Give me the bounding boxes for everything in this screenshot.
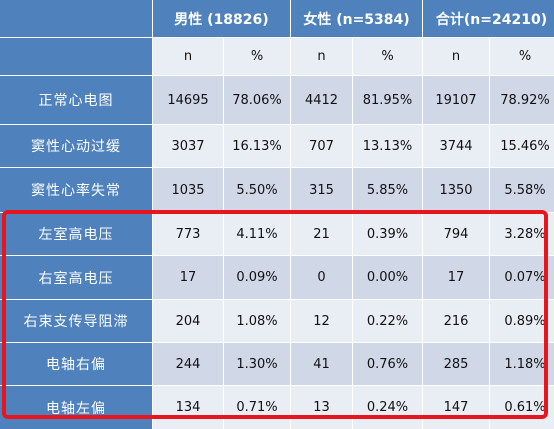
table-cell: 0.09%: [224, 256, 290, 299]
table-cell: 3037: [153, 125, 223, 167]
subheader-male-pct: %: [224, 38, 290, 75]
table-cell: 15.46%: [490, 125, 554, 167]
table-cell: 0.76%: [353, 343, 422, 385]
header-male: 男性 (18826): [153, 0, 290, 37]
subheader-female-pct: %: [353, 38, 422, 75]
table-cell: 0: [291, 256, 352, 299]
table-cell: 204: [153, 300, 223, 342]
table-cell: 1035: [153, 168, 223, 212]
table-cell: 0.39%: [353, 213, 422, 255]
table-cell: 13: [291, 386, 352, 429]
table-cell: 244: [153, 343, 223, 385]
row-label: 正常心电图: [0, 76, 152, 124]
row-label: 窦性心动过缓: [0, 125, 152, 167]
table-cell: 4.11%: [224, 213, 290, 255]
table-cell: 19107: [423, 76, 489, 124]
table-cell: 17: [423, 256, 489, 299]
row-label: 窦性心率失常: [0, 168, 152, 212]
corner-cell: [0, 0, 152, 37]
row-label: 左室高电压: [0, 213, 152, 255]
table-cell: 4412: [291, 76, 352, 124]
header-female: 女性 (n=5384): [291, 0, 422, 37]
subheader-total-n: n: [423, 38, 489, 75]
header-total: 合计(n=24210): [423, 0, 554, 37]
subheader-male-n: n: [153, 38, 223, 75]
row-label: 右室高电压: [0, 256, 152, 299]
row-label: 电轴右偏: [0, 343, 152, 385]
table-cell: 0.22%: [353, 300, 422, 342]
table-cell: 1.08%: [224, 300, 290, 342]
table-cell: 5.58%: [490, 168, 554, 212]
table-cell: 17: [153, 256, 223, 299]
table-cell: 16.13%: [224, 125, 290, 167]
subheader-female-n: n: [291, 38, 352, 75]
table-cell: 12: [291, 300, 352, 342]
table-cell: 134: [153, 386, 223, 429]
table-cell: 707: [291, 125, 352, 167]
table-cell: 1350: [423, 168, 489, 212]
table-cell: 81.95%: [353, 76, 422, 124]
table-cell: 3744: [423, 125, 489, 167]
table-cell: 0.61%: [490, 386, 554, 429]
table-cell: 315: [291, 168, 352, 212]
table-cell: 0.00%: [353, 256, 422, 299]
table-cell: 794: [423, 213, 489, 255]
table-cell: 0.24%: [353, 386, 422, 429]
table-cell: 0.07%: [490, 256, 554, 299]
row-label: 电轴左偏: [0, 386, 152, 429]
table-cell: 285: [423, 343, 489, 385]
table-cell: 78.06%: [224, 76, 290, 124]
table-cell: 14695: [153, 76, 223, 124]
subheader-corner-cell: [0, 38, 152, 75]
table-cell: 3.28%: [490, 213, 554, 255]
table-cell: 1.18%: [490, 343, 554, 385]
table-cell: 41: [291, 343, 352, 385]
table-cell: 216: [423, 300, 489, 342]
table-cell: 1.30%: [224, 343, 290, 385]
table-cell: 5.50%: [224, 168, 290, 212]
table-cell: 78.92%: [490, 76, 554, 124]
row-label: 右束支传导阻滞: [0, 300, 152, 342]
table-cell: 0.71%: [224, 386, 290, 429]
subheader-total-pct: %: [490, 38, 554, 75]
table-cell: 21: [291, 213, 352, 255]
table-cell: 773: [153, 213, 223, 255]
table-cell: 0.89%: [490, 300, 554, 342]
table-cell: 147: [423, 386, 489, 429]
table-cell: 13.13%: [353, 125, 422, 167]
table-cell: 5.85%: [353, 168, 422, 212]
